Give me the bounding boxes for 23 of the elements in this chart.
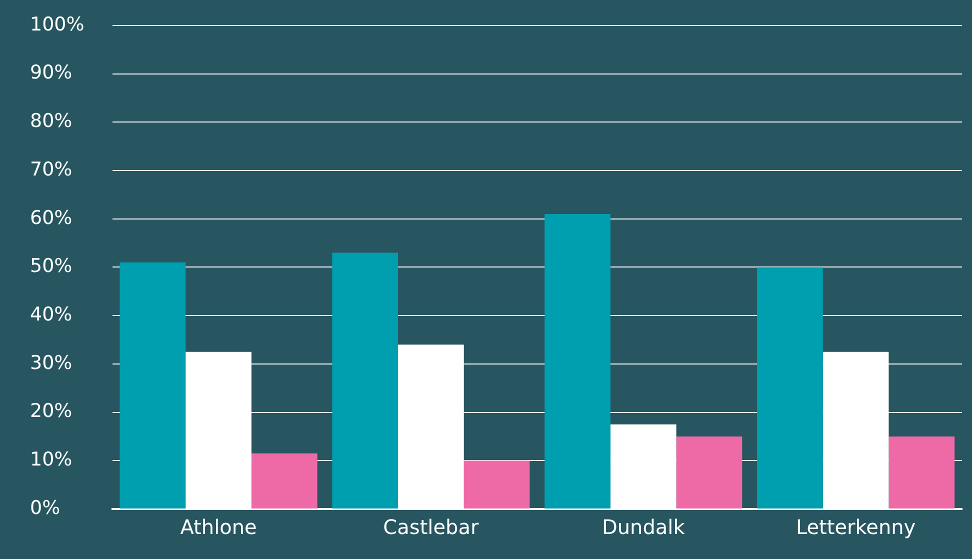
y-tick-label: 60%: [30, 206, 72, 229]
x-tick-label: Dundalk: [602, 515, 686, 540]
y-tick-label: 20%: [30, 400, 72, 422]
bar: [251, 453, 318, 508]
x-tick-label: Castlebar: [383, 515, 480, 540]
y-tick-label: 0%: [30, 496, 60, 519]
bar: [120, 262, 186, 508]
bar: [888, 436, 955, 508]
bar: [544, 214, 610, 508]
x-tick-label: Athlone: [180, 515, 257, 540]
y-tick-label: 80%: [30, 110, 72, 132]
y-tick-label: 70%: [30, 158, 72, 180]
x-tick-label: Letterkenny: [796, 515, 916, 540]
bar: [464, 460, 530, 508]
y-tick-label: 100%: [30, 13, 84, 36]
bar: [332, 252, 398, 508]
y-tick-label: 30%: [30, 352, 72, 374]
bar: [757, 267, 823, 508]
y-tick-label: 90%: [30, 62, 72, 84]
bar: [676, 436, 742, 508]
y-tick-label: 50%: [30, 255, 72, 278]
y-tick-label: 40%: [30, 303, 72, 326]
y-tick-label: 10%: [30, 448, 72, 471]
